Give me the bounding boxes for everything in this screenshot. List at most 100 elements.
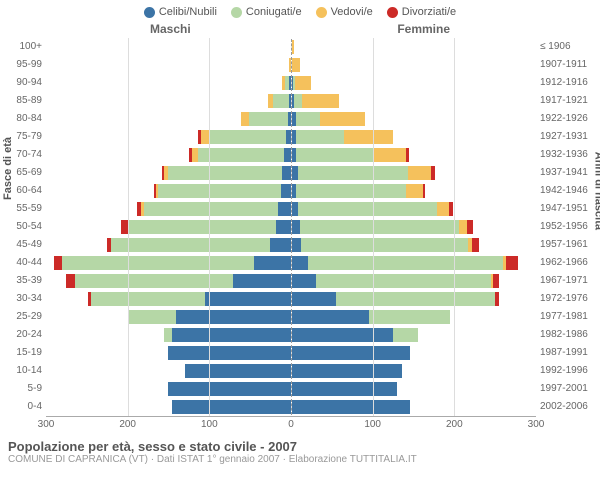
bar-segment-ved: [289, 57, 291, 73]
age-tick: 100+: [0, 38, 42, 56]
pyramid-row: [46, 110, 536, 128]
legend-label: Vedovi/e: [331, 6, 373, 18]
bar-segment-con: [369, 309, 450, 325]
bar-segment-cel: [292, 309, 369, 325]
male-half: [46, 327, 292, 343]
pyramid-row: [46, 254, 536, 272]
birth-year-tick: 1972-1976: [540, 290, 600, 308]
bar-segment-cel: [292, 237, 302, 253]
footer-subtitle: COMUNE DI CAPRANICA (VT) · Dati ISTAT 1°…: [8, 454, 592, 465]
male-half: [46, 291, 292, 307]
pyramid-row: [46, 308, 536, 326]
bar-segment-con: [308, 255, 504, 271]
bar-segment-cel: [185, 363, 291, 379]
female-half: [292, 183, 537, 199]
birth-year-tick: 1997-2001: [540, 380, 600, 398]
bar-segment-cel: [292, 273, 316, 289]
bar-segment-con: [158, 183, 280, 199]
bar-segment-con: [393, 327, 417, 343]
birth-year-tick: ≤ 1906: [540, 38, 600, 56]
female-half: [292, 201, 537, 217]
x-tick: 100: [364, 419, 381, 430]
birth-year-tick: 1977-1981: [540, 308, 600, 326]
birth-year-tick: 1932-1936: [540, 146, 600, 164]
age-tick: 70-74: [0, 146, 42, 164]
x-tick: 0: [288, 419, 294, 430]
male-label: Maschi: [150, 22, 191, 36]
age-tick: 95-99: [0, 56, 42, 74]
male-half: [46, 219, 292, 235]
female-half: [292, 39, 537, 55]
male-half: [46, 381, 292, 397]
birth-year-tick: 1927-1931: [540, 128, 600, 146]
female-half: [292, 111, 537, 127]
pyramid-row: [46, 56, 536, 74]
bar-segment-cel: [288, 111, 290, 127]
bar-segment-con: [198, 147, 284, 163]
bar-segment-cel: [172, 327, 290, 343]
bar-segment-div: [423, 183, 425, 199]
bar-segment-ved: [437, 201, 449, 217]
pyramid-row: [46, 218, 536, 236]
bar-segment-con: [301, 237, 468, 253]
male-half: [46, 399, 292, 415]
bar-segment-cel: [233, 273, 290, 289]
birth-year-tick: 1987-1991: [540, 344, 600, 362]
bar-segment-con: [316, 273, 491, 289]
bar-segment-cel: [292, 219, 300, 235]
bar-segment-div: [406, 147, 408, 163]
bar-segment-ved: [292, 57, 300, 73]
bar-segment-div: [495, 291, 499, 307]
bar-segment-cel: [289, 75, 291, 91]
legend-swatch: [316, 7, 327, 18]
bar-segment-con: [111, 237, 270, 253]
age-tick: 40-44: [0, 254, 42, 272]
pyramid-row: [46, 146, 536, 164]
bar-segment-cel: [281, 183, 291, 199]
female-half: [292, 75, 537, 91]
female-half: [292, 399, 537, 415]
bar-segment-div: [472, 237, 479, 253]
bar-segment-cel: [282, 165, 290, 181]
bar-segment-div: [449, 201, 453, 217]
female-half: [292, 291, 537, 307]
age-tick: 55-59: [0, 200, 42, 218]
male-half: [46, 183, 292, 199]
female-half: [292, 237, 537, 253]
bar-segment-cel: [292, 381, 398, 397]
bar-segment-con: [336, 291, 495, 307]
male-half: [46, 129, 292, 145]
age-tick: 50-54: [0, 218, 42, 236]
bar-segment-div: [54, 255, 62, 271]
birth-year-tick: 1962-1966: [540, 254, 600, 272]
birth-year-tick: 1922-1926: [540, 110, 600, 128]
legend-swatch: [231, 7, 242, 18]
male-half: [46, 165, 292, 181]
bar-segment-con: [296, 111, 320, 127]
female-half: [292, 129, 537, 145]
bar-segment-con: [298, 165, 408, 181]
female-half: [292, 93, 537, 109]
bar-segment-ved: [406, 183, 422, 199]
age-tick: 80-84: [0, 110, 42, 128]
bar-segment-con: [75, 273, 234, 289]
bar-segment-cel: [176, 309, 290, 325]
birth-year-tick: 1942-1946: [540, 182, 600, 200]
x-tick: 200: [119, 419, 136, 430]
male-half: [46, 201, 292, 217]
age-tick: 90-94: [0, 74, 42, 92]
bars-area: [46, 38, 536, 416]
legend-item: Vedovi/e: [316, 6, 373, 18]
legend-label: Coniugati/e: [246, 6, 302, 18]
bar-segment-div: [467, 219, 474, 235]
male-half: [46, 273, 292, 289]
legend-item: Divorziati/e: [387, 6, 456, 18]
age-tick: 10-14: [0, 362, 42, 380]
birth-year-tick: 1912-1916: [540, 74, 600, 92]
y-axis-left: 100+95-9990-9485-8980-8475-7970-7465-696…: [0, 38, 46, 416]
bar-segment-ved: [374, 147, 407, 163]
bar-segment-con: [298, 201, 437, 217]
bar-segment-con: [249, 111, 288, 127]
bar-segment-con: [168, 165, 282, 181]
male-half: [46, 111, 292, 127]
